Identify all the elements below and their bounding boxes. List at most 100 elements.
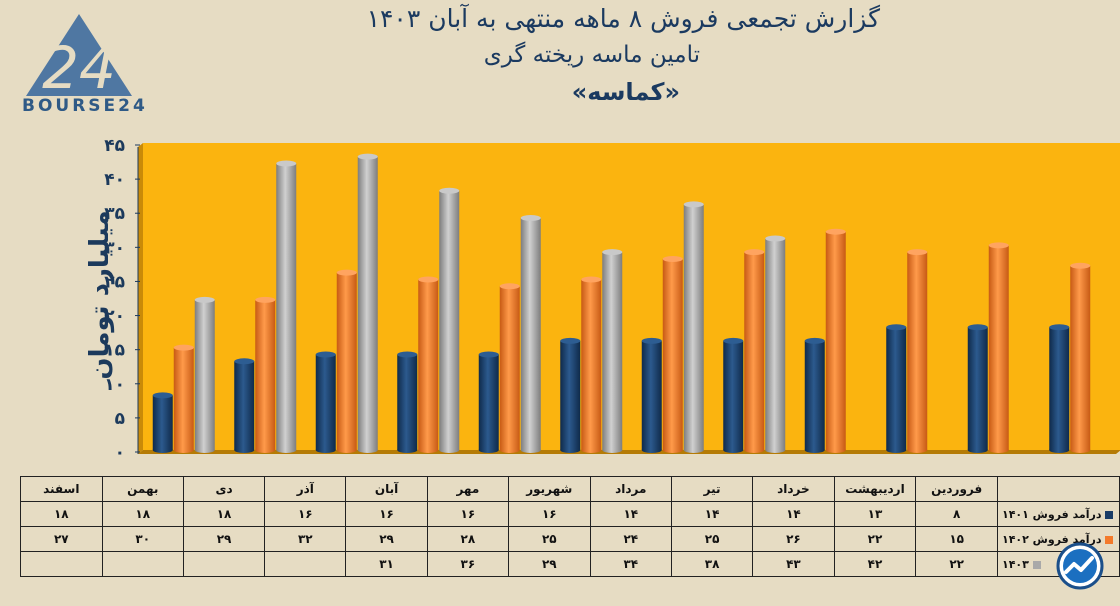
bar-0-9 bbox=[886, 324, 907, 453]
table-cell: ۲۲ bbox=[915, 551, 998, 577]
bar-2-3 bbox=[439, 187, 460, 453]
table-cell bbox=[101, 551, 184, 577]
chart-trend-icon bbox=[1056, 542, 1104, 590]
category-label: اسفند bbox=[20, 476, 103, 502]
bar-1-1 bbox=[255, 296, 276, 453]
bar-1-2 bbox=[336, 269, 357, 453]
y-tick-label: ۰ bbox=[115, 443, 125, 463]
bar-0-1 bbox=[234, 358, 255, 453]
bar-0-10 bbox=[967, 324, 988, 453]
bar-0-0 bbox=[152, 392, 173, 453]
table-cell: ۱۶ bbox=[426, 501, 510, 527]
table-cell: ۳۴ bbox=[589, 551, 672, 577]
table-cell: ۳۱ bbox=[345, 551, 428, 577]
bar-1-5 bbox=[581, 276, 602, 453]
table-cell: ۲۷ bbox=[20, 526, 103, 552]
legend-swatch bbox=[1105, 535, 1114, 544]
bar-2-7 bbox=[765, 235, 786, 453]
plot-floor bbox=[138, 450, 1120, 454]
bar-0-11 bbox=[1049, 324, 1070, 453]
table-cell: ۱۸ bbox=[20, 501, 103, 527]
table-cell bbox=[182, 551, 266, 577]
legend-entry: درآمد فروش ۱۴۰۲ bbox=[996, 526, 1120, 552]
table-header-row: فروردین اردیبهشت خرداد تیر مرداد شهریور مهر آبا… bbox=[20, 476, 1120, 502]
category-label: مرداد bbox=[589, 476, 672, 502]
bar-2-5 bbox=[602, 249, 623, 453]
table-cell: ۲۵ bbox=[670, 526, 754, 552]
table-cell: ۱۸ bbox=[101, 501, 184, 527]
y-tick-label: ۴۵ bbox=[104, 136, 125, 156]
chart-title: گزارش تجمعی فروش ۸ ماهه منتهی به آبان ۱۴… bbox=[366, 4, 880, 33]
table-cell: ۴۲ bbox=[833, 551, 917, 577]
bar-2-1 bbox=[276, 160, 297, 453]
table-corner bbox=[996, 476, 1120, 502]
bar-0-8 bbox=[804, 337, 825, 453]
bar-1-7 bbox=[744, 249, 765, 453]
bar-0-5 bbox=[560, 337, 581, 453]
category-label: دی bbox=[182, 476, 266, 502]
table-cell: ۱۴ bbox=[752, 501, 835, 527]
table-cell: ۳۶ bbox=[426, 551, 510, 577]
category-label: آذر bbox=[264, 476, 347, 502]
data-table: فروردین اردیبهشت خرداد تیر مرداد شهریور مهر آبا… bbox=[20, 476, 1120, 577]
table-cell bbox=[264, 551, 347, 577]
table-row: درآمد فروش ۱۴۰۲ ۱۵ ۲۲ ۲۶ ۲۵ ۲۴ ۲۵ ۲۸ ۲۹ ۳۲ ۲۹ ۳۰ ۲۷ bbox=[20, 526, 1120, 552]
y-tick-label: ۵ bbox=[115, 409, 125, 429]
bar-1-6 bbox=[662, 255, 683, 453]
bar-0-4 bbox=[478, 351, 499, 453]
table-cell: ۱۸ bbox=[182, 501, 266, 527]
plot-side-wall bbox=[138, 143, 143, 454]
bar-1-8 bbox=[825, 228, 846, 453]
bar-1-10 bbox=[988, 242, 1009, 453]
table-cell: ۳۲ bbox=[264, 526, 347, 552]
category-label: شهریور bbox=[508, 476, 591, 502]
table-cell: ۱۴ bbox=[589, 501, 672, 527]
bar-1-4 bbox=[499, 283, 520, 453]
table-row: درآمد فروش ۱۴۰۱ ۸ ۱۳ ۱۴ ۱۴ ۱۴ ۱۶ ۱۶ ۱۶ ۱۶ ۱۸ ۱۸ ۱۸ bbox=[20, 501, 1120, 527]
bar-2-0 bbox=[194, 296, 215, 453]
table-cell: ۲۹ bbox=[345, 526, 428, 552]
table-cell: ۱۵ bbox=[915, 526, 998, 552]
legend-swatch bbox=[1105, 510, 1114, 519]
table-cell: ۲۸ bbox=[426, 526, 510, 552]
category-label: فروردین bbox=[915, 476, 998, 502]
legend-label: درآمد فروش ۱۴۰۲ bbox=[1001, 532, 1102, 546]
table-cell: ۲۶ bbox=[752, 526, 835, 552]
bar-2-2 bbox=[357, 153, 378, 453]
category-label: تیر bbox=[670, 476, 754, 502]
legend-swatch bbox=[1032, 560, 1041, 569]
table-cell: ۱۶ bbox=[264, 501, 347, 527]
y-tick-label: ۱۰ bbox=[104, 375, 125, 395]
y-axis-label-wrap: میلیارد تومان bbox=[85, 210, 115, 379]
bar-0-7 bbox=[723, 337, 744, 453]
bourse24-logo: 24 bbox=[26, 14, 132, 102]
table-cell: ۸ bbox=[915, 501, 998, 527]
y-tick-label: ۲۰ bbox=[104, 307, 125, 327]
table-cell: ۳۸ bbox=[670, 551, 754, 577]
bar-1-11 bbox=[1070, 262, 1091, 453]
logo-mark: 24 bbox=[42, 34, 116, 102]
table-cell: ۱۴ bbox=[670, 501, 754, 527]
category-label: اردیبهشت bbox=[833, 476, 917, 502]
bar-2-6 bbox=[683, 201, 704, 453]
y-tick-label: ۱۵ bbox=[104, 341, 125, 361]
legend-label: درآمد فروش ۱۴۰۱ bbox=[1001, 507, 1102, 521]
y-axis-label: میلیارد تومان bbox=[85, 210, 115, 379]
category-label: خرداد bbox=[752, 476, 835, 502]
table-cell: ۴۳ bbox=[752, 551, 835, 577]
bar-chart: ۰ ۵ ۱۰ ۱۵ ۲۰ ۲۵ ۳۰ ۳۵ ۴۰ ۴۵ bbox=[104, 136, 1120, 463]
table-cell: ۲۵ bbox=[508, 526, 591, 552]
y-tick-label: ۲۵ bbox=[104, 272, 125, 292]
table-cell: ۱۶ bbox=[345, 501, 428, 527]
bar-0-6 bbox=[641, 337, 662, 453]
company-symbol: «کماسه» bbox=[571, 78, 680, 106]
plot-area bbox=[143, 143, 1120, 450]
legend-label: ۱۴۰۳ bbox=[1001, 557, 1029, 571]
bar-2-4 bbox=[520, 215, 541, 453]
legend-entry: درآمد فروش ۱۴۰۱ bbox=[996, 501, 1120, 527]
bar-0-2 bbox=[315, 351, 336, 453]
logo-text: BOURSE24 bbox=[22, 96, 148, 116]
table-cell: ۳۰ bbox=[101, 526, 184, 552]
bar-0-3 bbox=[397, 351, 418, 453]
y-tick-label: ۳۰ bbox=[104, 238, 125, 258]
